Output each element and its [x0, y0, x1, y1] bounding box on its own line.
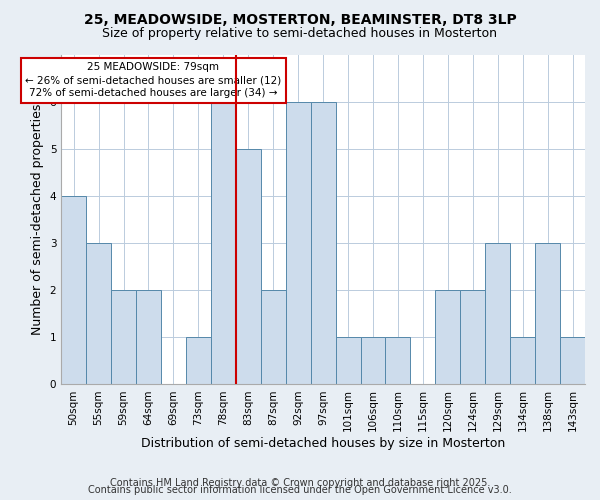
- Bar: [211, 102, 236, 385]
- Text: Contains public sector information licensed under the Open Government Licence v3: Contains public sector information licen…: [88, 485, 512, 495]
- Bar: [86, 244, 111, 384]
- Bar: [361, 338, 385, 384]
- Bar: [485, 244, 510, 384]
- Bar: [136, 290, 161, 384]
- Bar: [261, 290, 286, 384]
- Bar: [436, 290, 460, 384]
- Bar: [311, 102, 335, 385]
- Bar: [111, 290, 136, 384]
- Y-axis label: Number of semi-detached properties: Number of semi-detached properties: [31, 104, 44, 336]
- Bar: [186, 338, 211, 384]
- Text: Contains HM Land Registry data © Crown copyright and database right 2025.: Contains HM Land Registry data © Crown c…: [110, 478, 490, 488]
- Text: Size of property relative to semi-detached houses in Mosterton: Size of property relative to semi-detach…: [103, 28, 497, 40]
- Bar: [560, 338, 585, 384]
- Bar: [61, 196, 86, 384]
- Bar: [535, 244, 560, 384]
- Bar: [236, 149, 261, 384]
- Text: 25, MEADOWSIDE, MOSTERTON, BEAMINSTER, DT8 3LP: 25, MEADOWSIDE, MOSTERTON, BEAMINSTER, D…: [83, 12, 517, 26]
- Text: 25 MEADOWSIDE: 79sqm
← 26% of semi-detached houses are smaller (12)
72% of semi-: 25 MEADOWSIDE: 79sqm ← 26% of semi-detac…: [25, 62, 281, 98]
- Bar: [286, 102, 311, 385]
- Bar: [335, 338, 361, 384]
- Bar: [460, 290, 485, 384]
- Bar: [510, 338, 535, 384]
- X-axis label: Distribution of semi-detached houses by size in Mosterton: Distribution of semi-detached houses by …: [141, 437, 505, 450]
- Bar: [385, 338, 410, 384]
